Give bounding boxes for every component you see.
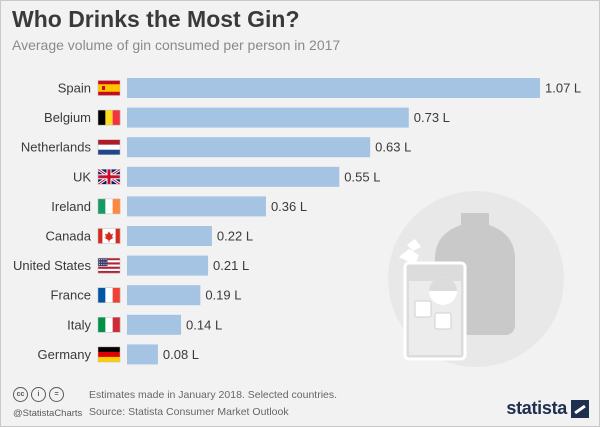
statista-logo-icon [571, 399, 589, 418]
value-label: 0.08 L [163, 347, 199, 362]
bar [127, 196, 266, 217]
value-label: 1.07 L [545, 81, 581, 96]
twitter-handle: @StatistaCharts [13, 408, 83, 419]
bar [127, 344, 158, 365]
value-label: 0.14 L [186, 317, 222, 332]
category-label: Belgium [44, 110, 91, 125]
footer: cc i = @StatistaCharts Estimates made in… [1, 381, 599, 426]
logo-text: statista [506, 398, 567, 418]
chart-subtitle: Average volume of gin consumed per perso… [12, 37, 341, 53]
flag-spain-icon [97, 80, 121, 96]
footnote: Estimates made in January 2018. Selected… [89, 389, 338, 401]
value-label: 0.21 L [213, 258, 249, 273]
statista-logo[interactable]: statista [506, 398, 589, 419]
flag-uk-icon [97, 168, 121, 186]
flag-italy-icon [97, 317, 121, 333]
bar [127, 255, 209, 276]
no-derivatives-icon: = [49, 387, 64, 402]
flag-canada-icon [97, 228, 121, 244]
value-label: 0.73 L [414, 110, 450, 125]
category-label: Canada [45, 229, 91, 244]
flag-ireland-icon [97, 198, 121, 215]
category-label: Italy [67, 317, 91, 332]
category-label: UK [73, 169, 91, 184]
value-label: 0.19 L [205, 288, 241, 303]
value-label: 0.63 L [375, 140, 411, 155]
source-note: Source: Statista Consumer Market Outlook [89, 406, 289, 418]
value-label: 0.55 L [344, 169, 380, 184]
category-label: Spain [58, 81, 91, 96]
gin-illustration-icon [388, 191, 564, 367]
flag-usa-icon [97, 257, 121, 274]
license-icons: cc i = [13, 387, 64, 402]
flag-belgium-icon [97, 109, 121, 126]
flag-germany-icon [97, 346, 121, 363]
flag-netherlands-icon [97, 139, 121, 155]
chart-title: Who Drinks the Most Gin? [12, 6, 300, 32]
value-label: 0.22 L [217, 229, 253, 244]
category-label: France [51, 288, 91, 303]
category-label: Netherlands [21, 140, 92, 155]
bar [127, 285, 201, 306]
flag-france-icon [97, 287, 121, 303]
bar [127, 107, 409, 128]
bar-chart: Spain 1.07 L Belgium 0.73 L Netherlands 0.63 … [13, 78, 581, 367]
cc-icon: cc [13, 387, 28, 402]
attribution-icon: i [31, 387, 46, 402]
category-label: Ireland [51, 199, 91, 214]
bar [127, 314, 182, 335]
category-label: Germany [38, 347, 92, 362]
bar [127, 78, 540, 98]
category-label: United States [13, 258, 92, 273]
value-label: 0.36 L [271, 199, 307, 214]
bar [127, 137, 371, 158]
bar [127, 226, 212, 246]
bar [127, 166, 340, 187]
